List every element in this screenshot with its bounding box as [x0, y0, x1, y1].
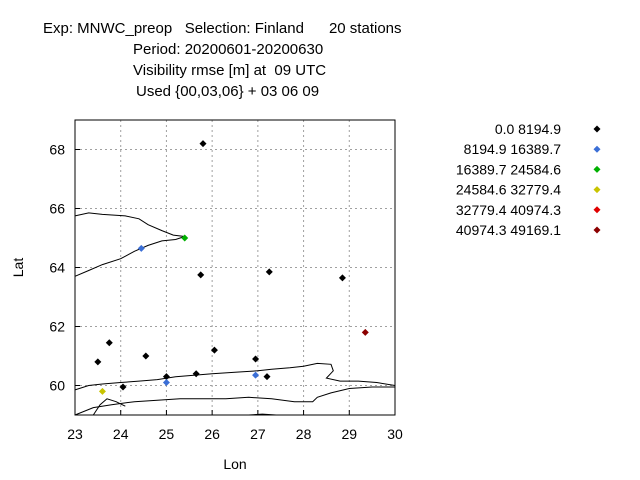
axis-ticks: 23 24 25 26 27 28 29 30 60 62 64 66 68 [49, 142, 403, 443]
coastline [74, 386, 395, 416]
legend-marker [593, 206, 601, 214]
x-tick-label: 23 [67, 426, 83, 442]
y-tick-label: 60 [49, 378, 65, 394]
station-point [94, 358, 102, 366]
station-point [192, 370, 200, 378]
legend-label: 24584.6 32779.4 [456, 182, 561, 198]
title-line-period: Period: 20200601-20200630 [133, 41, 324, 58]
x-tick-label: 29 [341, 426, 357, 442]
station-point [199, 140, 207, 148]
legend-label: 40974.3 49169.1 [456, 222, 561, 238]
legend-marker [593, 165, 601, 173]
y-tick-label: 62 [49, 319, 65, 335]
x-tick-label: 28 [296, 426, 312, 442]
coastline [92, 398, 126, 416]
station-point [98, 387, 106, 395]
station-point [162, 373, 170, 381]
legend-label: 8194.9 16389.7 [464, 141, 562, 157]
y-tick-label: 68 [49, 142, 65, 158]
y-axis-label: Lat [10, 258, 26, 278]
station-point [252, 371, 260, 379]
legend-label: 0.0 8194.9 [495, 121, 561, 137]
station-point [361, 328, 369, 336]
title-line-experiment: Exp: MNWC_preop Selection: Finland 20 st… [43, 20, 402, 37]
legend-marker [593, 226, 601, 234]
title-line-used-times: Used {00,03,06} + 03 06 09 [136, 83, 320, 100]
station-point [265, 268, 273, 276]
legend-marker [593, 186, 601, 194]
x-tick-label: 27 [250, 426, 266, 442]
legend: 0.0 8194.9 8194.9 16389.7 16389.7 24584.6 2… [456, 121, 601, 238]
station-point [162, 379, 170, 387]
station-point [137, 244, 145, 252]
station-points [94, 140, 369, 395]
station-point [252, 355, 260, 363]
station-point [105, 339, 113, 347]
station-point [142, 352, 150, 360]
legend-label: 32779.4 40974.3 [456, 202, 561, 218]
x-tick-label: 24 [113, 426, 129, 442]
grid-lines [75, 120, 395, 415]
coastline [74, 362, 396, 391]
x-tick-label: 30 [387, 426, 403, 442]
station-point [263, 373, 271, 381]
legend-marker [593, 145, 601, 153]
station-point [119, 383, 127, 391]
y-tick-label: 64 [49, 260, 65, 276]
x-tick-label: 26 [204, 426, 220, 442]
station-point [197, 271, 205, 279]
title-line-parameter: Visibility rmse [m] at 09 UTC [133, 62, 327, 79]
x-axis-label: Lon [223, 456, 246, 472]
station-point [181, 234, 189, 242]
legend-label: 16389.7 24584.6 [456, 161, 561, 177]
legend-marker [593, 125, 601, 133]
station-point [210, 346, 218, 354]
coastline [74, 212, 185, 277]
x-tick-label: 25 [159, 426, 175, 442]
y-tick-label: 66 [49, 201, 65, 217]
station-point [338, 274, 346, 282]
